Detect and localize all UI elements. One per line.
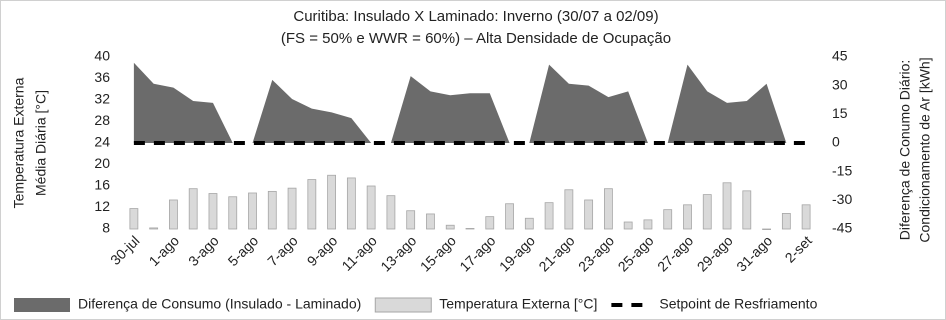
bar [228, 196, 238, 230]
bar [169, 199, 178, 230]
bar [722, 182, 732, 230]
y-tick-label: 12 [94, 198, 110, 214]
bar [445, 224, 455, 230]
bar [267, 190, 277, 230]
y2-tick-label: -45 [832, 220, 852, 236]
bar [564, 189, 574, 230]
bar [406, 210, 416, 230]
legend-swatch [374, 297, 432, 313]
bar [663, 209, 673, 230]
chart-subtitle: (FS = 50% e WWR = 60%) – Alta Densidade … [281, 30, 671, 47]
bar [683, 204, 692, 230]
bar [505, 203, 514, 230]
bar [702, 194, 712, 230]
bar [129, 208, 139, 230]
bar [485, 216, 495, 230]
y-tick-label: 40 [94, 48, 110, 64]
bar [307, 179, 317, 230]
bar [742, 190, 752, 230]
bar [781, 213, 791, 230]
bar [623, 221, 633, 230]
y-tick-label: 16 [94, 177, 110, 193]
y-axis-title: Média Diária [°C] [33, 90, 49, 196]
bar [426, 213, 435, 230]
bar [248, 192, 257, 230]
bar [327, 174, 337, 230]
y-tick-label: 24 [94, 134, 110, 150]
bar [386, 195, 396, 230]
y2-tick-label: 15 [832, 105, 848, 121]
y-tick-label: 28 [94, 112, 110, 128]
bar [346, 177, 356, 230]
y-tick-label: 32 [94, 91, 110, 107]
bar [188, 188, 198, 230]
bar [801, 204, 811, 230]
legend-swatch [14, 298, 70, 312]
y2-tick-label: -30 [832, 191, 852, 207]
bar [287, 187, 297, 230]
y-tick-label: 36 [94, 69, 110, 85]
bar [208, 193, 218, 230]
bar [762, 228, 771, 230]
y2-tick-label: 0 [832, 134, 840, 150]
y2-axis-title: Diferença de Conumo Diário: [897, 60, 913, 241]
y2-axis-title: Condicionamento de Ar [kWh] [917, 57, 933, 242]
y-tick-label: 8 [102, 220, 110, 236]
bar [149, 227, 159, 230]
area [133, 62, 807, 143]
bar [465, 228, 475, 230]
bar [584, 199, 594, 230]
bar [366, 185, 376, 230]
bar [544, 202, 554, 230]
y2-tick-label: 30 [832, 76, 848, 92]
legend-label: Temperatura Externa [°C] [439, 296, 597, 312]
y-tick-label: 20 [94, 155, 110, 171]
legend-label: Setpoint de Resfriamento [659, 296, 817, 312]
bar [524, 217, 534, 230]
y2-tick-label: -15 [832, 162, 852, 178]
y2-tick-label: 45 [832, 48, 848, 64]
bar [604, 188, 613, 230]
y-axis-title: Temperatura Externa [11, 77, 27, 208]
legend-label: Diferença de Consumo (Insulado - Laminad… [78, 296, 361, 312]
chart-title: Curitiba: Insulado X Laminado: Inverno (… [293, 8, 658, 25]
bar [643, 219, 653, 230]
